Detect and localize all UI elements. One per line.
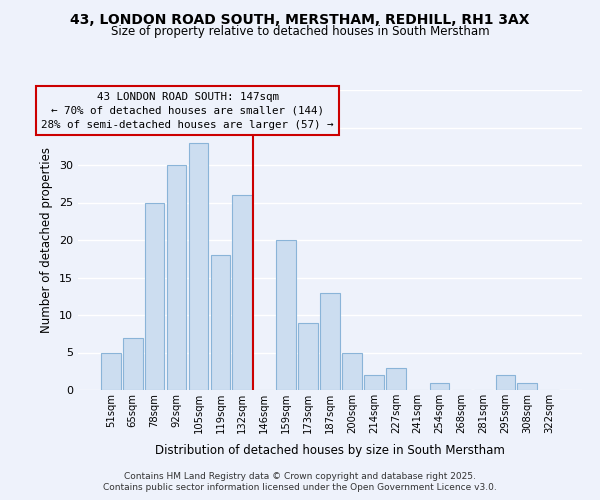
Bar [167,165,187,390]
Bar [430,382,449,390]
Bar [276,240,296,390]
Bar [101,352,121,390]
Bar [188,142,208,390]
Bar [364,375,384,390]
X-axis label: Distribution of detached houses by size in South Merstham: Distribution of detached houses by size … [155,444,505,458]
Bar [145,202,164,390]
Bar [298,322,318,390]
Text: Size of property relative to detached houses in South Merstham: Size of property relative to detached ho… [110,25,490,38]
Bar [211,255,230,390]
Bar [496,375,515,390]
Bar [123,338,143,390]
Text: 43, LONDON ROAD SOUTH, MERSTHAM, REDHILL, RH1 3AX: 43, LONDON ROAD SOUTH, MERSTHAM, REDHILL… [70,12,530,26]
Bar [320,292,340,390]
Bar [517,382,537,390]
Bar [342,352,362,390]
Bar [232,195,252,390]
Text: 43 LONDON ROAD SOUTH: 147sqm
← 70% of detached houses are smaller (144)
28% of s: 43 LONDON ROAD SOUTH: 147sqm ← 70% of de… [41,92,334,130]
Text: Contains HM Land Registry data © Crown copyright and database right 2025.: Contains HM Land Registry data © Crown c… [124,472,476,481]
Text: Contains public sector information licensed under the Open Government Licence v3: Contains public sector information licen… [103,483,497,492]
Bar [386,368,406,390]
Y-axis label: Number of detached properties: Number of detached properties [40,147,53,333]
